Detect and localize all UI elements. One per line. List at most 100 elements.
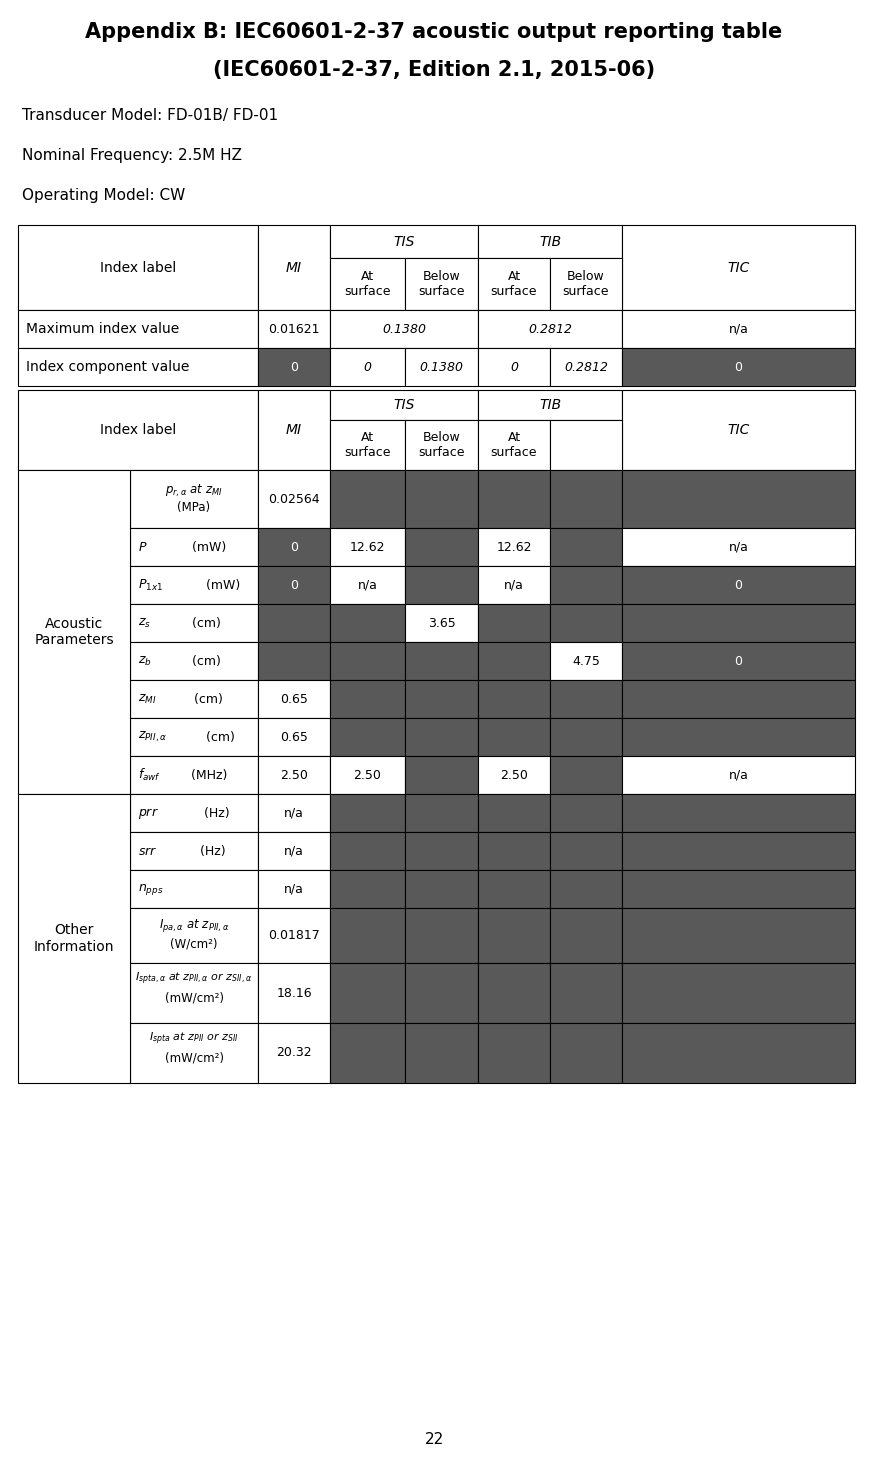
Bar	[258, 757, 330, 795]
Bar	[258, 389, 330, 469]
Bar	[622, 908, 855, 962]
Text: 0: 0	[290, 579, 298, 592]
Text: Below
surface: Below surface	[418, 270, 465, 297]
Text: 0: 0	[290, 541, 298, 554]
Text: n/a: n/a	[357, 579, 377, 592]
Bar	[330, 962, 405, 1024]
Bar	[622, 348, 855, 386]
Text: (MPa): (MPa)	[177, 500, 210, 513]
Text: 0.65: 0.65	[280, 730, 308, 744]
Bar	[330, 870, 405, 908]
Bar	[258, 311, 330, 348]
Bar	[258, 908, 330, 962]
Bar	[405, 717, 478, 757]
Text: n/a: n/a	[284, 882, 304, 895]
Bar	[258, 1024, 330, 1083]
Bar	[18, 469, 130, 795]
Bar	[622, 389, 855, 469]
Bar	[478, 795, 550, 833]
Bar	[18, 795, 130, 1083]
Bar	[405, 757, 478, 795]
Bar	[330, 717, 405, 757]
Bar	[405, 528, 478, 566]
Bar	[622, 311, 855, 348]
Bar	[405, 469, 478, 528]
Bar	[330, 225, 478, 258]
Text: 0: 0	[734, 655, 742, 668]
Bar	[478, 908, 550, 962]
Text: n/a: n/a	[284, 844, 304, 857]
Bar	[405, 908, 478, 962]
Text: 0: 0	[510, 360, 518, 373]
Bar	[405, 566, 478, 604]
Text: Below
surface: Below surface	[563, 270, 609, 297]
Text: TIB: TIB	[539, 235, 561, 248]
Text: (cm): (cm)	[182, 730, 235, 744]
Text: Maximum index value: Maximum index value	[26, 322, 179, 335]
Bar	[330, 679, 405, 717]
Text: n/a: n/a	[728, 768, 748, 781]
Bar	[550, 908, 622, 962]
Bar	[622, 1024, 855, 1083]
Bar	[405, 870, 478, 908]
Bar	[18, 389, 258, 469]
Bar	[478, 1024, 550, 1083]
Bar	[330, 908, 405, 962]
Bar	[478, 604, 550, 642]
Bar	[258, 642, 330, 679]
Bar	[478, 642, 550, 679]
Text: $p_{r,α}$ at $z_{MI}$: $p_{r,α}$ at $z_{MI}$	[165, 483, 222, 499]
Bar	[478, 225, 622, 258]
Bar	[622, 717, 855, 757]
Text: 0.01621: 0.01621	[269, 322, 320, 335]
Text: (Hz): (Hz)	[172, 806, 229, 819]
Text: 2.50: 2.50	[500, 768, 528, 781]
Text: 12.62: 12.62	[349, 541, 385, 554]
Text: (mW): (mW)	[160, 541, 226, 554]
Text: $z_s$: $z_s$	[138, 617, 151, 630]
Text: TIS: TIS	[394, 398, 415, 413]
Bar	[405, 679, 478, 717]
Text: (cm): (cm)	[170, 693, 222, 706]
Text: At
surface: At surface	[491, 270, 537, 297]
Text: 0.02564: 0.02564	[269, 493, 320, 506]
Text: Operating Model: CW: Operating Model: CW	[22, 188, 185, 203]
Text: 0.1380: 0.1380	[382, 322, 426, 335]
Bar	[130, 528, 258, 566]
Text: TIB: TIB	[539, 398, 561, 413]
Text: $P$: $P$	[138, 541, 148, 554]
Bar	[550, 962, 622, 1024]
Bar	[330, 420, 405, 469]
Text: 0: 0	[363, 360, 372, 373]
Text: (Hz): (Hz)	[168, 844, 226, 857]
Text: 0.2812: 0.2812	[528, 322, 572, 335]
Bar	[330, 566, 405, 604]
Text: At
surface: At surface	[344, 270, 391, 297]
Bar	[622, 566, 855, 604]
Bar	[330, 757, 405, 795]
Text: 0: 0	[734, 360, 742, 373]
Bar	[478, 717, 550, 757]
Text: Index component value: Index component value	[26, 360, 189, 375]
Text: 20.32: 20.32	[276, 1047, 312, 1060]
Bar	[330, 642, 405, 679]
Bar	[18, 348, 258, 386]
Bar	[258, 469, 330, 528]
Bar	[330, 528, 405, 566]
Text: Other
Information: Other Information	[34, 923, 114, 954]
Bar	[330, 1024, 405, 1083]
Bar	[478, 528, 550, 566]
Text: 0: 0	[290, 360, 298, 373]
Text: 0.2812: 0.2812	[564, 360, 608, 373]
Bar	[330, 795, 405, 833]
Bar	[550, 795, 622, 833]
Bar	[622, 604, 855, 642]
Bar	[478, 833, 550, 870]
Text: $prr$: $prr$	[138, 805, 159, 821]
Bar	[258, 225, 330, 311]
Text: 2.50: 2.50	[354, 768, 381, 781]
Bar	[622, 795, 855, 833]
Bar	[550, 469, 622, 528]
Bar	[258, 604, 330, 642]
Bar	[478, 420, 550, 469]
